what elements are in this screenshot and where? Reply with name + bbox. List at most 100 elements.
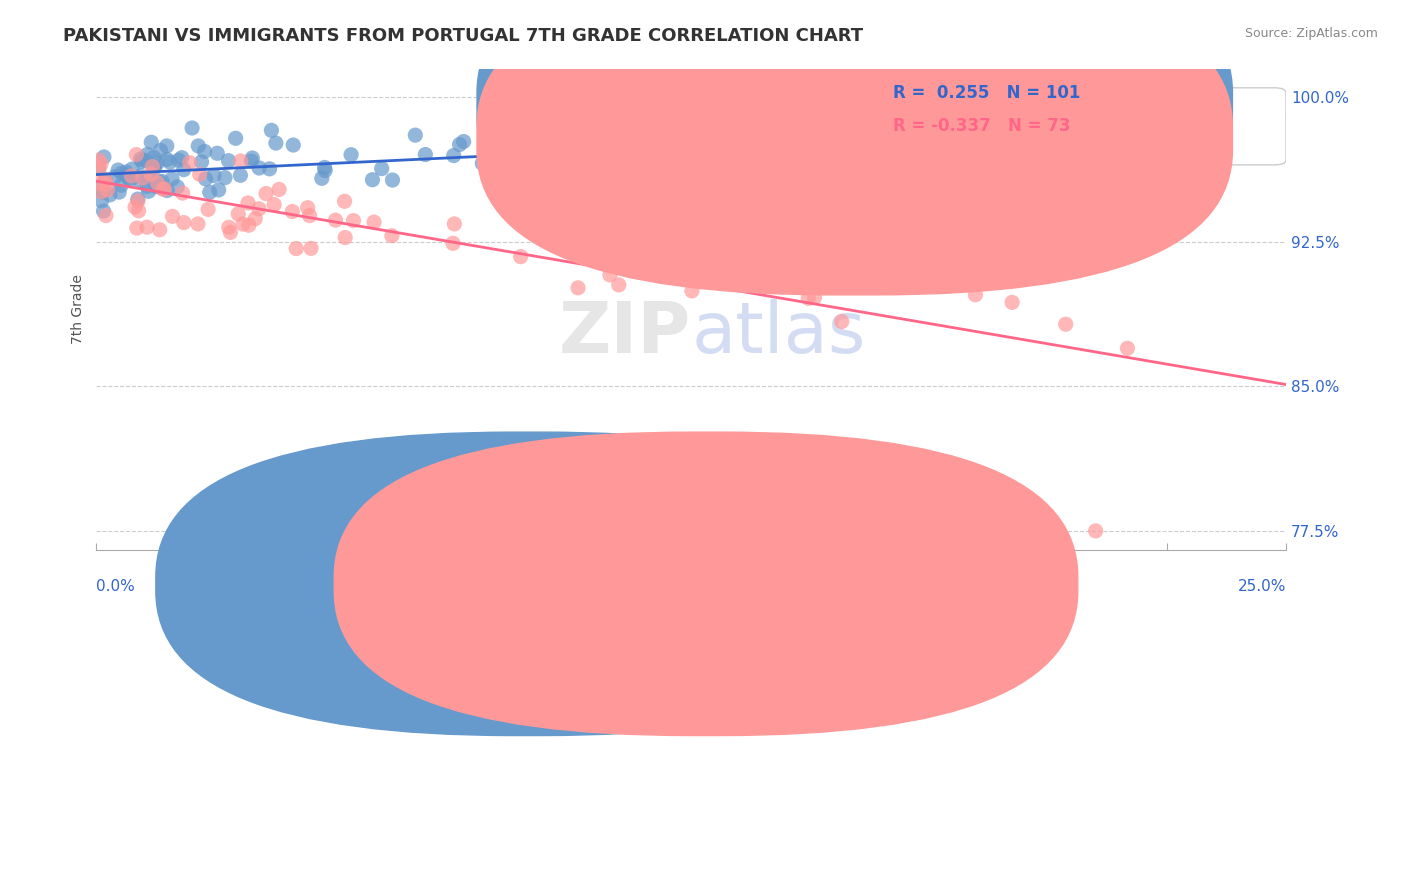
Point xyxy=(127,194,149,208)
Point xyxy=(651,145,673,159)
Point xyxy=(599,268,621,282)
Point xyxy=(104,169,127,184)
Point xyxy=(297,201,319,215)
Point xyxy=(193,145,215,159)
Point xyxy=(146,176,169,190)
Point xyxy=(707,160,730,174)
Point xyxy=(599,227,621,242)
Point xyxy=(142,161,165,175)
Point xyxy=(150,175,173,189)
Point xyxy=(938,116,960,130)
FancyBboxPatch shape xyxy=(156,432,900,736)
Point xyxy=(311,171,333,186)
Point xyxy=(125,221,148,235)
Point xyxy=(240,154,263,169)
Point xyxy=(190,154,212,169)
Point xyxy=(143,160,166,174)
Point xyxy=(797,291,820,305)
Text: 0.0%: 0.0% xyxy=(97,579,135,594)
FancyBboxPatch shape xyxy=(477,0,1233,295)
Point xyxy=(173,162,195,177)
Point xyxy=(110,178,132,193)
Point xyxy=(247,161,270,175)
Point xyxy=(156,153,179,167)
Point xyxy=(404,128,426,143)
Point xyxy=(162,210,184,224)
Point xyxy=(141,167,163,181)
Point xyxy=(172,186,194,200)
Point xyxy=(149,144,172,158)
Point xyxy=(134,153,156,168)
Point xyxy=(167,153,190,167)
Point xyxy=(187,217,209,231)
Point xyxy=(94,172,117,186)
Point xyxy=(509,250,531,264)
Point xyxy=(1054,317,1077,331)
Point xyxy=(363,215,385,229)
Point xyxy=(441,236,464,251)
FancyBboxPatch shape xyxy=(335,432,1078,736)
Point xyxy=(107,163,129,178)
Point xyxy=(146,156,169,170)
Point xyxy=(299,241,322,255)
Point xyxy=(90,185,112,199)
Point xyxy=(138,184,160,198)
Point xyxy=(314,161,336,175)
Point xyxy=(567,281,589,295)
Point xyxy=(1033,147,1056,161)
Point xyxy=(681,284,703,298)
Point xyxy=(260,123,283,137)
Point xyxy=(136,147,159,161)
Point xyxy=(1116,341,1139,355)
Point xyxy=(111,166,134,180)
Point xyxy=(187,139,209,153)
Text: ZIP: ZIP xyxy=(560,299,692,368)
Point xyxy=(217,153,239,168)
Point xyxy=(94,209,117,223)
Point xyxy=(93,150,115,164)
Point xyxy=(264,136,287,150)
Point xyxy=(128,203,150,218)
Point xyxy=(173,216,195,230)
Point xyxy=(298,209,321,223)
Point xyxy=(325,213,347,227)
Text: Pakistanis: Pakistanis xyxy=(551,574,620,589)
Point xyxy=(236,196,259,211)
Point xyxy=(607,277,630,292)
Point xyxy=(121,171,143,186)
Point xyxy=(226,207,249,221)
Point xyxy=(146,174,169,188)
Point xyxy=(579,133,602,147)
Point xyxy=(138,169,160,184)
Point xyxy=(449,137,471,152)
Point xyxy=(214,170,236,185)
Point xyxy=(166,180,188,194)
Point xyxy=(145,179,167,194)
Y-axis label: 7th Grade: 7th Grade xyxy=(72,275,86,344)
Point xyxy=(530,213,553,227)
Point xyxy=(869,126,891,140)
Point xyxy=(152,181,174,195)
Point xyxy=(96,177,118,191)
Point xyxy=(967,110,990,124)
Point xyxy=(115,165,138,179)
Point xyxy=(160,172,183,186)
Point xyxy=(285,242,308,256)
Point xyxy=(381,228,404,243)
Point xyxy=(283,138,305,153)
Text: Source: ZipAtlas.com: Source: ZipAtlas.com xyxy=(1244,27,1378,40)
Point xyxy=(156,184,179,198)
Point xyxy=(1001,295,1024,310)
Point xyxy=(87,153,110,167)
Point xyxy=(340,147,363,161)
Point xyxy=(1085,117,1108,131)
Point xyxy=(118,171,141,186)
Point xyxy=(97,183,120,197)
Point xyxy=(633,177,655,191)
Point xyxy=(889,138,911,153)
Point xyxy=(443,148,465,162)
Point xyxy=(121,162,143,177)
Point xyxy=(803,290,825,304)
Point xyxy=(131,154,153,169)
Point xyxy=(664,120,686,134)
